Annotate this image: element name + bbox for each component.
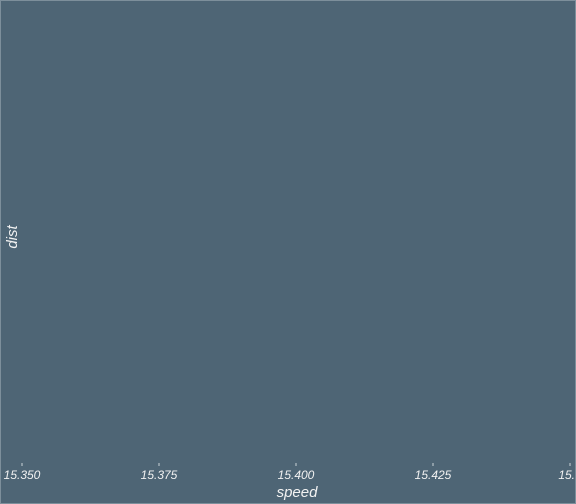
- x-axis-title: speed: [277, 484, 319, 501]
- x-tick-label: 15.350: [4, 468, 41, 482]
- x-tick-label: 15.4: [558, 468, 576, 482]
- x-tick-label: 15.400: [278, 468, 315, 482]
- x-tick-label: 15.425: [415, 468, 452, 482]
- y-axis-title: dist: [4, 224, 21, 248]
- x-tick-label: 15.375: [141, 468, 178, 482]
- x-axis-ticks: 15.350 15.375 15.400 15.425 15.4: [4, 463, 576, 482]
